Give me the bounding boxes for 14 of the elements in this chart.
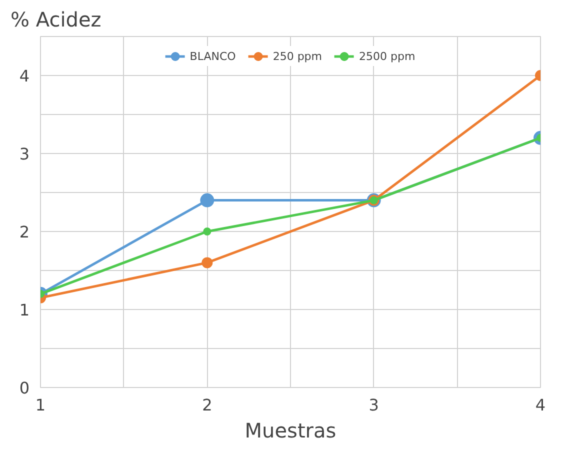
y-axis-title: % Acidez [10,8,102,32]
y-tick-label: 3 [19,144,30,164]
x-tick-label: 1 [35,396,46,414]
x-tick-label: 2 [202,396,212,414]
x-tick-label: 4 [535,396,546,414]
y-tick-label: 0 [19,378,30,398]
legend-label: BLANCO [190,50,236,62]
y-tick-label: 1 [19,300,30,320]
legend-label: 2500 ppm [359,50,416,62]
y-tick-label: 4 [19,66,30,86]
legend-label: 250 ppm [272,50,322,62]
x-tick-label: 3 [368,396,379,414]
x-axis-title: Muestras [244,418,336,442]
y-tick-label: 2 [19,222,30,242]
